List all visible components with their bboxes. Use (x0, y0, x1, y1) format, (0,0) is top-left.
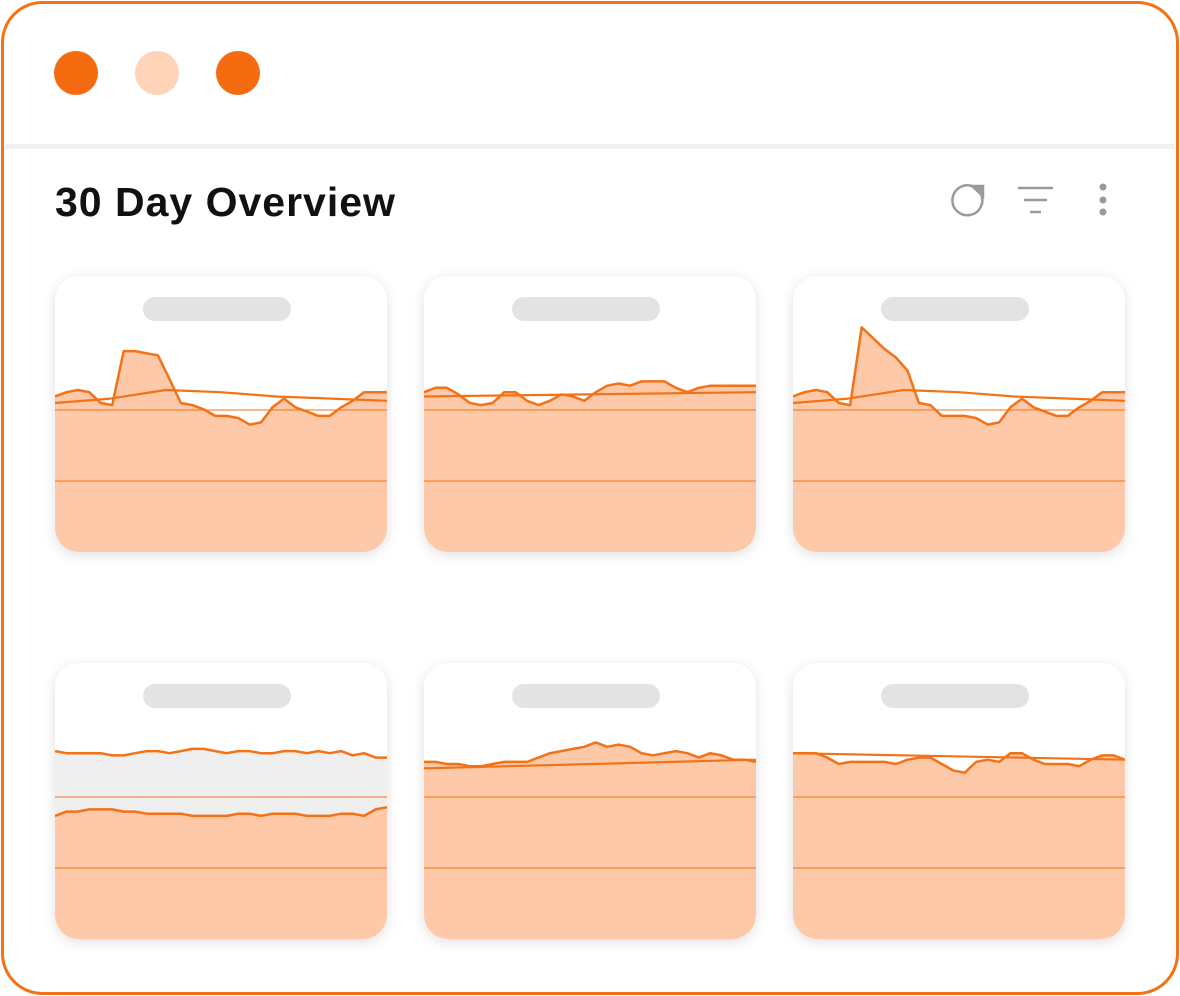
separator (5, 144, 1175, 149)
area-fill (55, 807, 387, 939)
trend-line (793, 752, 1125, 761)
series-line (55, 349, 387, 426)
window-dot[interactable] (54, 51, 98, 95)
chart-area (424, 741, 756, 939)
chart-area (793, 326, 1125, 552)
chart-area (424, 380, 756, 552)
chart-card[interactable] (793, 663, 1125, 939)
area-fill (424, 381, 756, 552)
chart-area (55, 349, 387, 552)
chart-area (793, 751, 1125, 939)
series-line (793, 326, 1125, 426)
area-fill (424, 742, 756, 939)
chart-area (55, 747, 387, 939)
trend-line (424, 391, 756, 398)
refresh-icon[interactable] (951, 184, 985, 217)
series-line (424, 380, 756, 407)
card-title-placeholder (143, 684, 291, 708)
window-dot[interactable] (216, 51, 260, 95)
filter-icon[interactable] (1018, 186, 1053, 214)
area-fill (793, 327, 1125, 552)
chart-card[interactable] (55, 663, 387, 939)
chart-card[interactable] (424, 663, 756, 939)
area-fill (793, 753, 1125, 939)
trend-line (424, 758, 756, 770)
series-line (55, 747, 387, 759)
trend-line (793, 388, 1125, 405)
series-line (793, 751, 1125, 774)
page-title: 30 Day Overview (55, 179, 396, 225)
chart-card[interactable] (424, 276, 756, 552)
card-title-placeholder (512, 684, 660, 708)
chart-card[interactable] (55, 276, 387, 552)
card-title-placeholder (881, 297, 1029, 321)
window-dot[interactable] (135, 51, 179, 95)
series-line (55, 805, 387, 818)
trend-line (55, 388, 387, 405)
chart-card[interactable] (793, 276, 1125, 552)
card-title-placeholder (143, 297, 291, 321)
more-icon[interactable] (1099, 183, 1107, 216)
area-fill (55, 351, 387, 552)
card-title-placeholder (881, 684, 1029, 708)
card-title-placeholder (512, 297, 660, 321)
